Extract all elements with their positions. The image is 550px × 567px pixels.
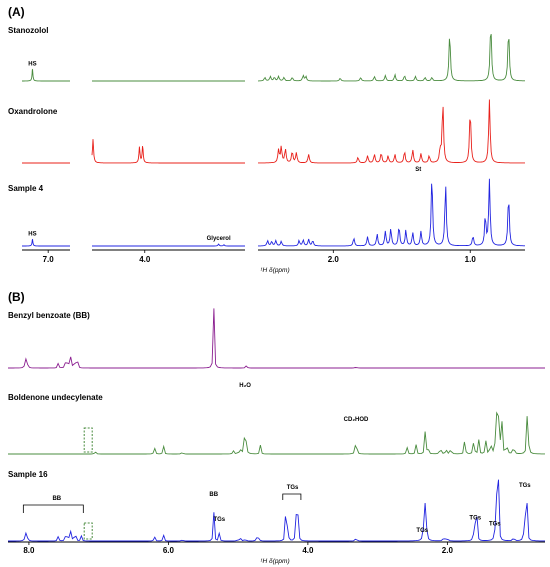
panel-b-annotation-9: TGs [519, 483, 531, 489]
panel-b-annotation-6: TGs [416, 528, 428, 534]
panel-b-x-label: ¹H δ(ppm) [260, 558, 289, 565]
series-a-0 [22, 33, 525, 82]
series-b-1-name: Boldenone undecylenate [8, 393, 103, 402]
series-b-0-trace [8, 308, 545, 369]
panel-a-x-axis: 7.0 4.0 2.0 1.0 HS HS Glycerol St [22, 61, 525, 264]
panel-b-annotation-5: BB [52, 496, 61, 502]
panel-b-label: (B) [8, 290, 25, 304]
series-b-2-trace [8, 479, 545, 542]
panel-b-tick-label-1: 6.0 [163, 546, 175, 555]
panel-b-annotation-2: BB [209, 492, 218, 498]
panel-b: (B) Benzyl benzoate (BB) Boldenone undec… [8, 290, 545, 565]
panel-a-tick-label-3: 1.0 [465, 255, 477, 264]
series-b-1-trace [8, 411, 545, 455]
highlight-box-sample16 [83, 522, 93, 540]
series-a-0-trace-2 [258, 33, 525, 82]
panel-b-tick-label-2: 4.0 [302, 546, 314, 555]
series-a-2 [22, 178, 525, 247]
panel-a-tick-label-2: 2.0 [328, 255, 340, 264]
bracket-bb [22, 504, 84, 513]
bracket-tgs [282, 493, 302, 500]
panel-b-tick-label-3: 2.0 [442, 546, 454, 555]
series-a-2-name: Sample 4 [8, 184, 44, 193]
series-a-1-name: Oxandrolone [8, 107, 58, 116]
panel-b-annotation-3: TGs [213, 517, 225, 523]
series-a-1 [22, 99, 525, 164]
series-a-2-trace-1 [92, 243, 245, 247]
panel-b-annotation-4: TGs [287, 485, 299, 491]
series-a-2-trace-0 [22, 238, 70, 247]
panel-a: (A) Stanozolol Oxandrolone Sample 4 7.0 4… [8, 5, 525, 274]
series-a-1-trace-2 [258, 99, 525, 164]
panel-a-annotation-3: St [415, 167, 421, 173]
panel-a-label: (A) [8, 5, 25, 19]
series-a-2-trace-2 [258, 178, 525, 247]
panel-b-x-axis: 8.0 6.0 4.0 2.0 H₂O CD₂HOD BB TGs TGs BB TGs TGs TGs… [8, 383, 545, 555]
panel-a-tick-label-0: 7.0 [43, 255, 55, 264]
highlight-box-boldenone [83, 427, 93, 453]
panel-b-annotation-7: TGs [469, 516, 481, 522]
series-a-1-trace-1 [91, 139, 245, 164]
panel-a-spectra [22, 33, 525, 247]
panel-a-annotation-0: HS [28, 61, 36, 67]
panel-a-annotation-1: HS [28, 231, 36, 237]
panel-b-annotation-8: TGs [489, 522, 501, 528]
panel-b-annotation-0: H₂O [239, 383, 251, 389]
panel-b-spectra [8, 308, 545, 542]
series-b-2-name: Sample 16 [8, 470, 48, 479]
panel-b-annotation-1: CD₂HOD [344, 417, 369, 423]
panel-a-annotation-2: Glycerol [207, 236, 231, 242]
series-b-0-name: Benzyl benzoate (BB) [8, 311, 90, 320]
series-a-0-trace-0 [22, 68, 70, 82]
panel-a-tick-label-1: 4.0 [139, 255, 151, 264]
panel-b-tick-label-0: 8.0 [23, 546, 35, 555]
series-a-0-name: Stanozolol [8, 26, 48, 35]
panel-a-x-label: ¹H δ(ppm) [260, 267, 289, 274]
